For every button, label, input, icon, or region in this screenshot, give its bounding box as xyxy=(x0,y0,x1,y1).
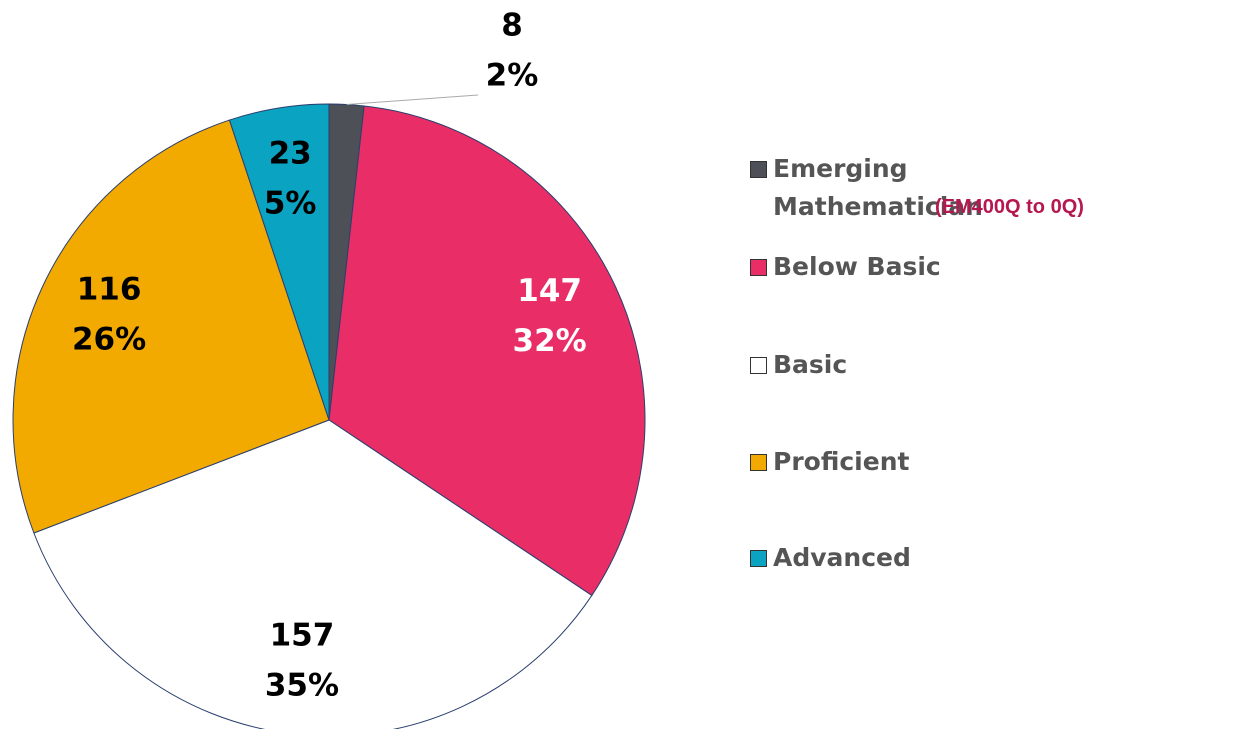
legend-swatch xyxy=(750,161,767,178)
legend-item: Below Basic xyxy=(750,248,950,286)
pie-slice xyxy=(12,119,330,534)
legend-label: Below Basic xyxy=(773,252,941,281)
slice-percent-label: 32% xyxy=(513,323,587,359)
legend-item: Emerging Mathematician xyxy=(750,150,983,226)
pie-slice xyxy=(328,105,646,597)
legend-item: Proficient xyxy=(750,443,950,481)
slice-percent-label: 5% xyxy=(264,185,317,221)
legend-label: Proficient xyxy=(773,447,910,476)
pie-slice xyxy=(228,103,330,421)
legend-label: Basic xyxy=(773,350,848,379)
legend-swatch xyxy=(750,550,767,567)
slice-percent-label: 2% xyxy=(486,58,539,94)
legend-label: Advanced xyxy=(773,543,911,572)
slice-value-label: 116 xyxy=(77,271,142,307)
legend-label: Emerging Mathematician xyxy=(773,154,983,221)
legend-swatch xyxy=(750,454,767,471)
slice-value-label: 157 xyxy=(270,617,335,653)
slice-percent-label: 35% xyxy=(265,667,339,703)
legend-item: Advanced xyxy=(750,539,950,577)
slice-value-label: 8 xyxy=(501,8,523,44)
legend-swatch xyxy=(750,259,767,276)
slice-value-label: 23 xyxy=(269,135,312,171)
leader-line xyxy=(346,94,479,105)
pie-slice xyxy=(33,419,593,729)
legend-swatch xyxy=(750,357,767,374)
slice-percent-label: 26% xyxy=(72,321,146,357)
slice-value-label: 147 xyxy=(517,273,582,309)
legend-item: Basic xyxy=(750,346,950,384)
annotation: (EM400Q to 0Q) xyxy=(935,196,1084,218)
